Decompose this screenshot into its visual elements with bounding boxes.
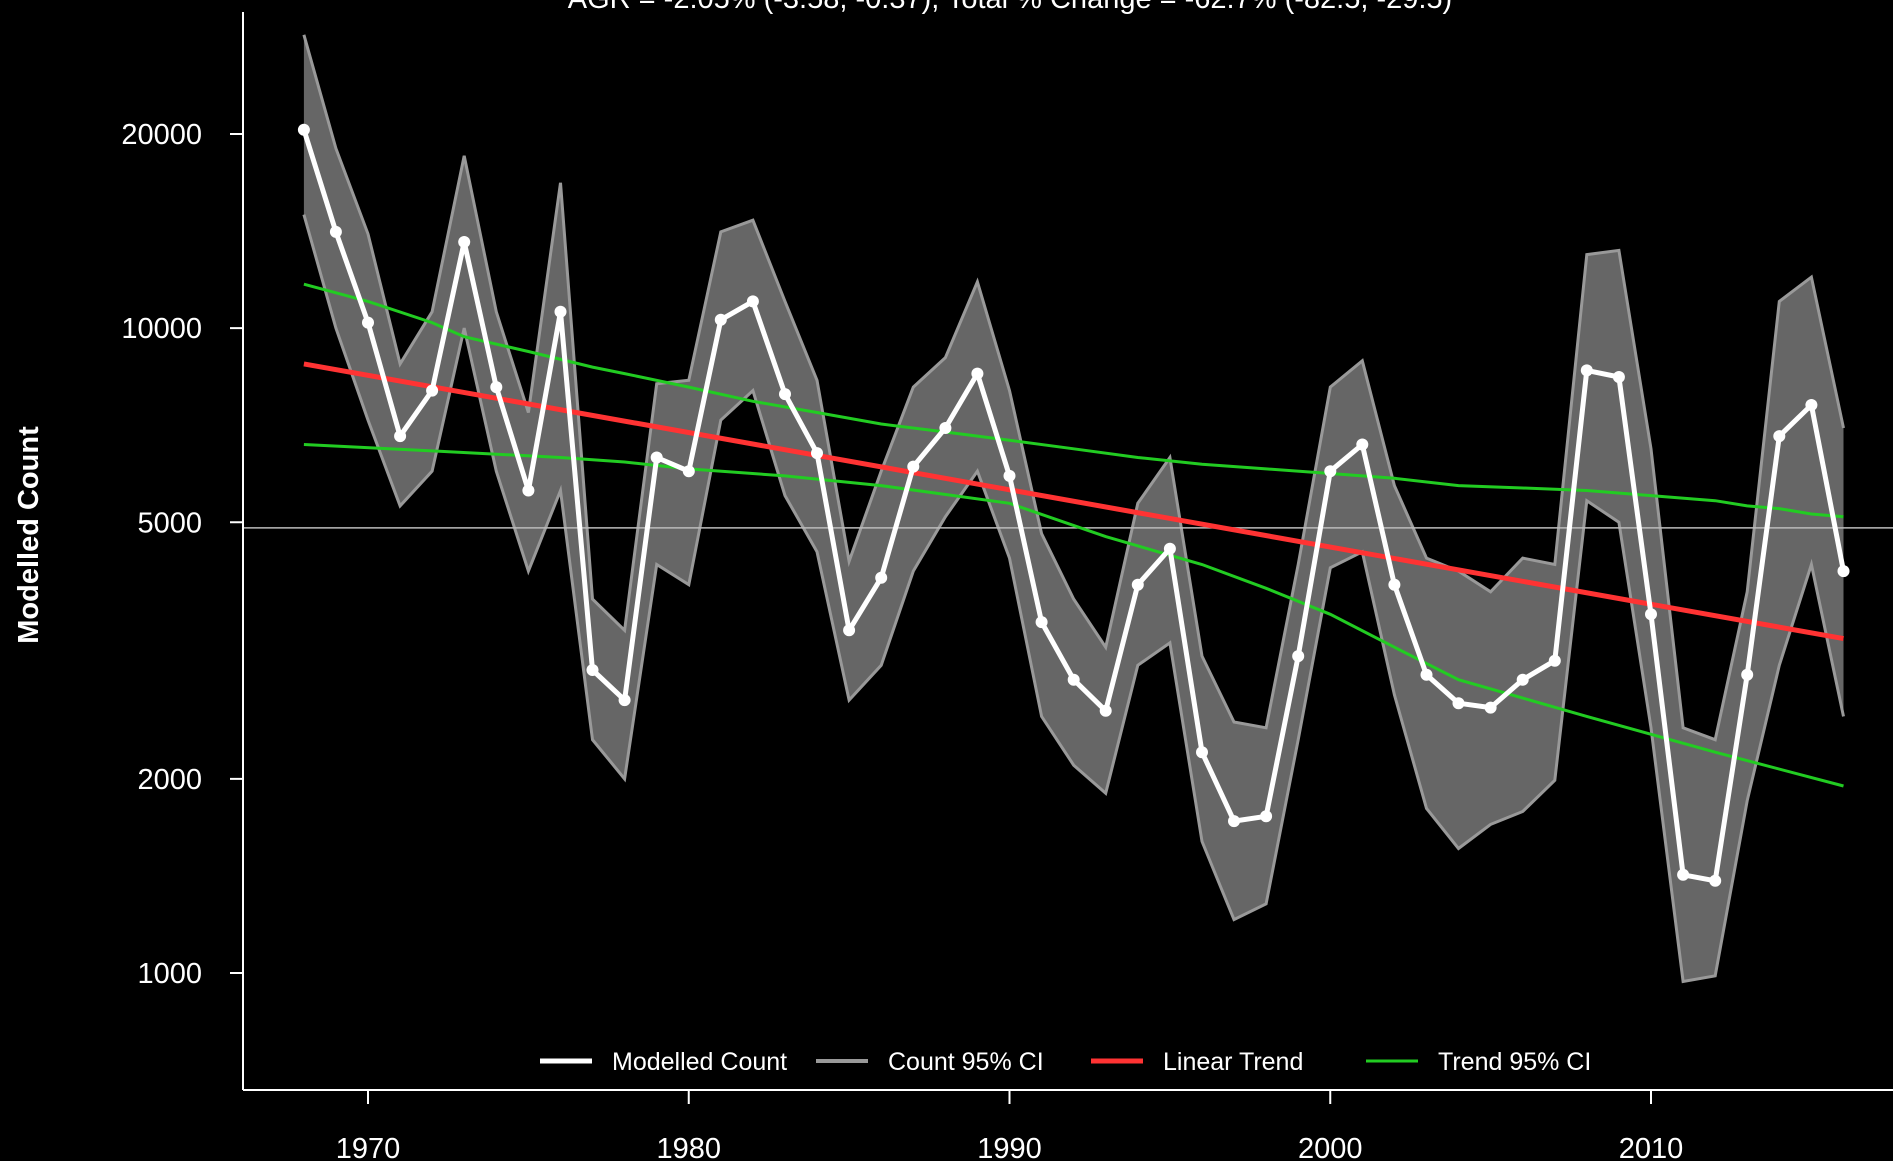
modelled-count-points — [297, 123, 1850, 887]
y-tick-label: 5000 — [137, 507, 202, 539]
x-tick-label: 2010 — [1619, 1133, 1684, 1161]
legend-item-trend-ci: Trend 95% CI — [1366, 1048, 1591, 1076]
legend-label: Linear Trend — [1163, 1048, 1303, 1076]
data-point — [1645, 608, 1657, 621]
trend-ci-lines — [303, 282, 1844, 788]
legend-label: Trend 95% CI — [1438, 1048, 1591, 1076]
legend-item-linear-trend: Linear Trend — [1091, 1048, 1303, 1076]
data-point — [1805, 399, 1818, 411]
data-point — [1035, 616, 1048, 629]
data-point — [1228, 815, 1240, 828]
x-tick-label: 1990 — [977, 1133, 1042, 1161]
data-point — [618, 694, 631, 707]
data-point — [875, 571, 888, 584]
data-point — [1260, 810, 1273, 823]
data-point — [1837, 565, 1850, 578]
legend-label: Modelled Count — [612, 1048, 787, 1076]
data-point — [297, 123, 310, 136]
data-point — [394, 430, 407, 443]
legend-label: Count 95% CI — [888, 1048, 1044, 1076]
legend-item-modelled-count: Modelled Count — [540, 1048, 787, 1076]
data-point — [329, 225, 342, 238]
data-point — [939, 422, 952, 434]
data-point — [971, 367, 984, 380]
data-point — [811, 447, 823, 460]
axes — [242, 12, 1893, 1091]
data-point — [1516, 673, 1529, 686]
data-point — [1292, 650, 1305, 663]
data-point — [1196, 746, 1208, 759]
data-point — [586, 664, 599, 676]
x-tick-label: 1970 — [336, 1133, 401, 1161]
data-point — [1420, 668, 1433, 681]
data-point — [362, 316, 374, 329]
data-point — [843, 624, 856, 637]
data-point — [714, 313, 727, 326]
data-point — [1388, 578, 1401, 591]
data-point — [1003, 469, 1016, 482]
count-ci-band — [302, 34, 1845, 984]
data-point — [1163, 542, 1176, 555]
x-tick-label: 2000 — [1298, 1133, 1363, 1161]
data-point — [490, 381, 503, 394]
legend-item-count-ci: Count 95% CI — [816, 1048, 1044, 1076]
data-point — [779, 388, 791, 401]
legend: Modelled Count Count 95% CI Linear Trend… — [540, 1048, 1591, 1076]
data-point — [1709, 874, 1722, 887]
data-point — [1580, 364, 1593, 377]
data-point — [1452, 697, 1465, 710]
data-point — [458, 236, 471, 248]
data-point — [907, 460, 920, 473]
x-tick-label: 1980 — [656, 1133, 721, 1161]
data-point — [1612, 371, 1625, 383]
chart-title: AGR = -2.05% (-3.58, -0.37), Total % Cha… — [568, 0, 1452, 15]
data-point — [682, 465, 695, 478]
y-tick-label: 20000 — [121, 119, 202, 151]
data-point — [650, 451, 663, 464]
data-point — [426, 384, 439, 397]
data-point — [1548, 654, 1561, 667]
y-tick-label: 1000 — [137, 958, 202, 990]
y-axis-label: Modelled Count — [13, 426, 45, 644]
trend-ci-upper-line — [303, 282, 1844, 519]
y-tick-label: 2000 — [137, 764, 202, 796]
data-point — [1773, 430, 1786, 443]
x-ticks: 1970 1980 1990 2000 2010 — [336, 1090, 1684, 1161]
data-point — [1067, 673, 1080, 686]
linear-trend-path — [303, 361, 1844, 642]
trend-ci-lower-line — [303, 443, 1844, 788]
data-point — [1677, 868, 1690, 881]
y-ticks: 1000 2000 5000 10000 20000 — [121, 119, 243, 990]
count-ci-area — [303, 34, 1844, 982]
data-point — [1484, 701, 1497, 714]
count-ci-lower-line — [302, 214, 1845, 984]
linear-trend-line — [303, 361, 1844, 642]
count-ci-upper-line — [302, 34, 1845, 742]
y-tick-label: 10000 — [121, 313, 202, 345]
data-point — [554, 305, 567, 318]
data-point — [746, 295, 759, 308]
data-point — [1356, 438, 1369, 451]
data-point — [1324, 465, 1337, 478]
data-point — [1099, 704, 1112, 717]
data-point — [1741, 668, 1754, 681]
data-point — [522, 484, 535, 497]
data-point — [1131, 578, 1144, 591]
